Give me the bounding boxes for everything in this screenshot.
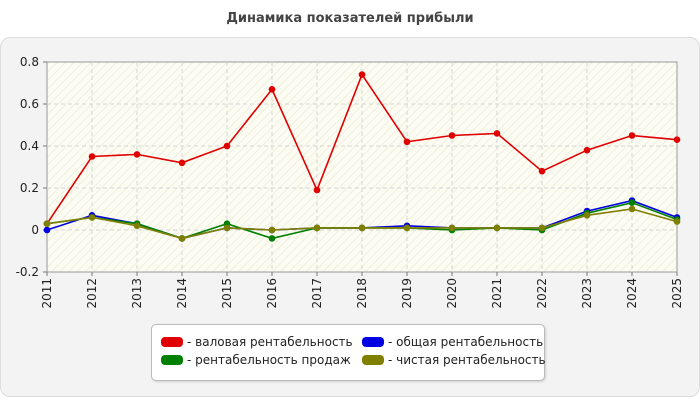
data-point: [133, 222, 141, 230]
grid-lines: [47, 62, 677, 272]
x-tick-label: 2023: [580, 278, 594, 309]
data-point: [178, 235, 186, 242]
x-tick-label: 2021: [490, 278, 504, 309]
legend-swatch: [362, 355, 384, 365]
data-point: [43, 220, 51, 227]
data-point: [628, 199, 636, 206]
x-tick-label: 2012: [85, 278, 99, 309]
x-tick-label: 2025: [670, 278, 684, 309]
data-point: [403, 224, 411, 232]
legend-label: - общая рентабельность: [388, 335, 544, 349]
data-point: [358, 224, 366, 232]
legend-label: - валовая рентабельность: [187, 335, 353, 349]
data-point: [538, 167, 546, 175]
data-point: [583, 212, 591, 219]
data-point: [223, 142, 231, 150]
x-tick-label: 2011: [40, 278, 54, 309]
data-point: [673, 136, 681, 143]
x-tick-label: 2015: [220, 278, 234, 309]
legend-label: - рентабельность продаж: [187, 353, 351, 367]
data-point: [538, 224, 546, 232]
x-tick-label: 2018: [355, 278, 369, 309]
legend-label: - чистая рентабельность: [388, 353, 546, 367]
data-point: [358, 71, 366, 78]
legend-swatch: [161, 337, 183, 347]
data-point: [628, 132, 636, 139]
legend-item: - валовая рентабельность: [161, 334, 353, 350]
legend-swatch: [161, 355, 183, 365]
x-tick-label: 2024: [625, 278, 639, 309]
y-tick-label: 0: [31, 223, 39, 237]
x-tick-label: 2020: [445, 278, 459, 309]
axes: -0.2 0 0.2 0.4 0.6 0.8 2011 2012 2013 2014 2015 201…: [16, 55, 684, 309]
legend-swatch: [362, 337, 384, 347]
x-tick-label: 2016: [265, 278, 279, 309]
data-point: [493, 130, 501, 137]
data-point: [403, 138, 411, 146]
y-tick-label: 0.6: [20, 97, 39, 111]
data-point: [448, 224, 456, 232]
legend-item: - чистая рентабельность: [362, 352, 546, 368]
chart-title: Динамика показателей прибыли: [226, 11, 474, 26]
data-point: [673, 218, 681, 225]
legend: - валовая рентабельность - общая рентабел…: [151, 324, 546, 381]
x-tick-label: 2013: [130, 278, 144, 309]
y-tick-label: 0.4: [20, 139, 39, 153]
x-tick-label: 2019: [400, 278, 414, 309]
data-point: [88, 214, 96, 221]
x-tick-label: 2014: [175, 278, 189, 309]
y-tick-label: -0.2: [16, 265, 39, 279]
data-point: [223, 224, 231, 232]
data-point: [268, 226, 276, 234]
data-point: [268, 235, 276, 242]
data-point: [313, 224, 321, 232]
legend-item: - рентабельность продаж: [161, 352, 351, 368]
y-tick-label: 0.8: [20, 55, 39, 69]
data-point: [448, 132, 456, 139]
data-point: [133, 151, 141, 158]
data-point: [628, 205, 636, 213]
x-tick-label: 2017: [310, 278, 324, 309]
data-point: [313, 186, 321, 194]
legend-item: - общая рентабельность: [362, 334, 543, 350]
y-tick-label: 0.2: [20, 181, 39, 195]
data-point: [43, 226, 51, 234]
data-point: [583, 146, 591, 154]
data-point: [88, 153, 96, 160]
data-point: [268, 86, 276, 93]
x-tick-label: 2022: [535, 278, 549, 309]
series-3: [43, 205, 681, 242]
data-point: [178, 159, 186, 167]
series-group: [43, 71, 681, 242]
data-point: [493, 224, 501, 232]
